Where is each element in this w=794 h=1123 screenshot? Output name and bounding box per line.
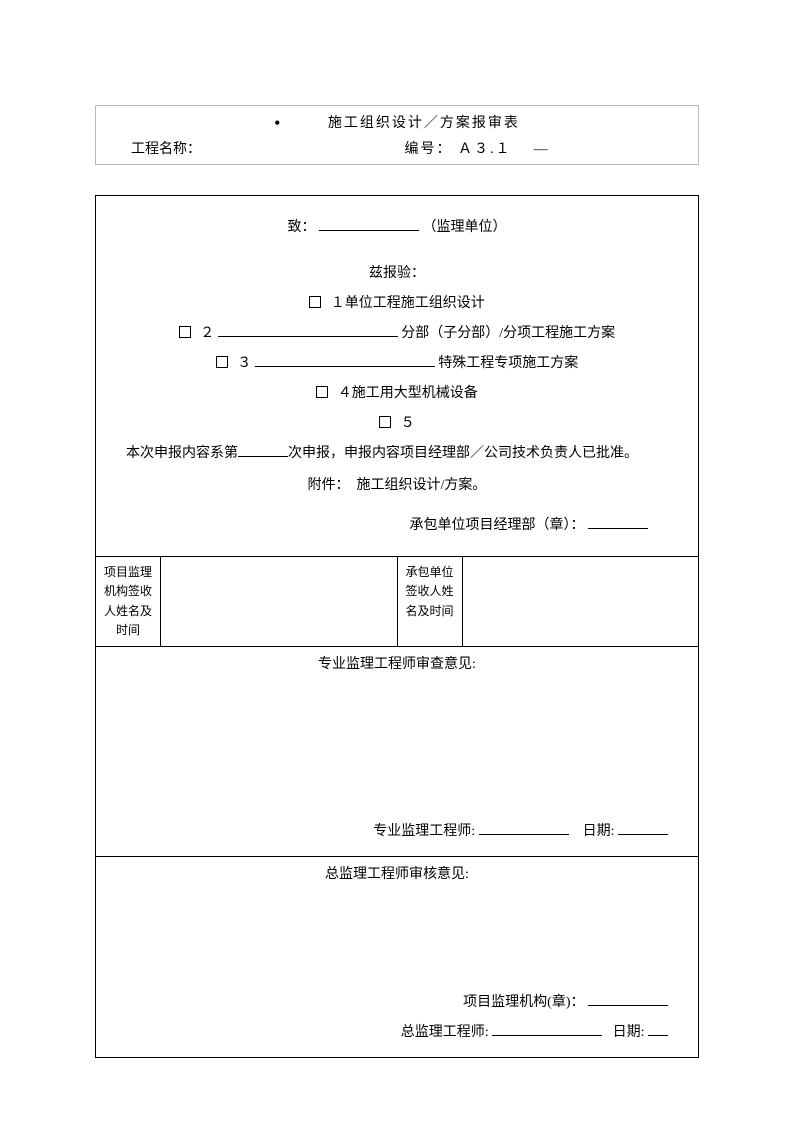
checkbox-2[interactable] [179,326,191,338]
item-5-text: ５ [401,416,415,431]
header-box: • 施工组织设计／方案报审表 工程名称： 编号： Ａ３.１ — [95,105,699,165]
item-3-blank[interactable] [255,353,435,367]
bullet-icon: • [274,113,282,134]
specialist-review-title: 专业监理工程师审查意见: [116,653,678,673]
contractor-receipt-label: 承包单位签收人姓名及时间 [398,557,463,646]
code-dash: — [534,142,550,157]
item-1-text: １单位工程施工组织设计 [331,296,485,311]
to-prefix: 致： [288,220,316,235]
checkbox-4[interactable] [316,386,328,398]
header-subline: 工程名称： 编号： Ａ３.１ — [106,138,688,158]
contractor-receipt-blank[interactable] [463,557,699,646]
submit-prefix: 本次申报内容系第 [126,446,238,461]
top-section: 致： （监理单位） 兹报验： １单位工程施工组织设计 ２ 分部（子分部）/分项工… [96,196,698,556]
item-3-num: ３ [237,356,251,371]
project-name-label: 工程名称： [131,142,201,157]
chief-review-section: 总监理工程师审核意见: 项目监理机构(章)： 总监理工程师: 日期: [96,857,698,1057]
chief-signer-label: 总监理工程师: [401,1025,489,1040]
org-seal-blank[interactable] [588,992,668,1006]
item-3: ３ 特殊工程专项施工方案 [116,350,678,378]
signature-row: 项目监理机构签收人姓名及时间 承包单位签收人姓名及时间 [96,556,698,647]
chief-review-title: 总监理工程师审核意见: [116,863,678,883]
code-group: 编号： Ａ３.１ — [405,138,550,158]
attachment-line: 附件： 施工组织设计/方案。 [116,472,678,500]
item-2-suffix: 分部（子分部）/分项工程施工方案 [401,326,615,341]
checkbox-3[interactable] [216,356,228,368]
specialist-date-blank[interactable] [618,821,668,835]
main-form-table: 致： （监理单位） 兹报验： １单位工程施工组织设计 ２ 分部（子分部）/分项工… [95,195,699,1058]
supervisor-receipt-label: 项目监理机构签收人姓名及时间 [96,557,161,646]
specialist-review-footer: 专业监理工程师: 日期: [126,816,668,846]
contractor-seal-line: 承包单位项目经理部（章）： [116,512,678,540]
seal-label: 承包单位项目经理部（章）： [410,518,585,533]
item-2-blank[interactable] [218,323,398,337]
specialist-review-section: 专业监理工程师审查意见: 专业监理工程师: 日期: [96,647,698,857]
code-label: 编号： [405,142,453,157]
item-4-text: ４施工用大型机械设备 [338,386,478,401]
specialist-signer-label: 专业监理工程师: [373,824,475,839]
item-4: ４施工用大型机械设备 [116,380,678,408]
to-suffix: （监理单位） [423,220,507,235]
title-text: 施工组织设计／方案报审表 [328,116,520,131]
code-value: Ａ３.１ [458,142,512,157]
attach-label: 附件： [308,478,350,493]
addressee-blank[interactable] [319,217,419,231]
report-label: 兹报验： [116,260,678,288]
page-container: • 施工组织设计／方案报审表 工程名称： 编号： Ａ３.１ — 致： （监理单位… [0,0,794,1118]
form-title: • 施工组织设计／方案报审表 [106,112,688,134]
supervisor-receipt-blank[interactable] [161,557,398,646]
specialist-date-label: 日期: [583,824,615,839]
chief-review-footer: 项目监理机构(章)： 总监理工程师: 日期: [126,987,668,1047]
org-seal-label: 项目监理机构(章)： [463,995,584,1010]
specialist-signer-blank[interactable] [479,821,569,835]
submit-count-blank[interactable] [238,443,288,457]
item-2: ２ 分部（子分部）/分项工程施工方案 [116,320,678,348]
chief-date-blank[interactable] [648,1022,668,1036]
chief-date-label: 日期: [613,1025,645,1040]
checkbox-1[interactable] [309,296,321,308]
submit-suffix: 次申报，申报内容项目经理部／公司技术负责人已批准。 [288,446,638,461]
item-3-suffix: 特殊工程专项施工方案 [438,356,578,371]
item-5: ５ [116,410,678,438]
item-2-num: ２ [200,326,214,341]
checkbox-5[interactable] [379,416,391,428]
seal-blank[interactable] [588,515,648,529]
item-1: １单位工程施工组织设计 [116,290,678,318]
attach-value: 施工组织设计/方案。 [357,478,487,493]
addressee-line: 致： （监理单位） [116,214,678,242]
chief-signer-blank[interactable] [492,1022,602,1036]
submission-line: 本次申报内容系第 次申报，申报内容项目经理部／公司技术负责人已批准。 [116,440,678,468]
